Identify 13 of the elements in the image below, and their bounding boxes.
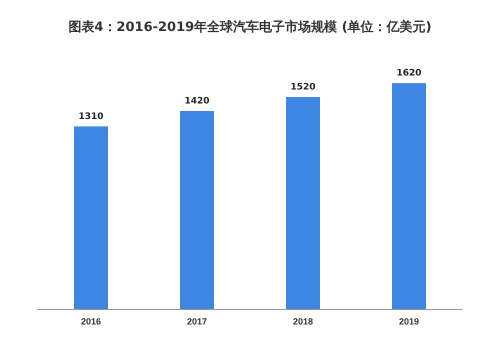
data-label: 1620 [396,68,422,79]
bar [180,110,214,309]
data-label: 1310 [78,112,104,122]
data-label: 1520 [290,82,316,93]
x-tick-label: 2017 [186,316,208,326]
bar [286,97,320,309]
x-tick-label: 2019 [398,316,420,326]
bar [392,83,426,309]
x-tick-label: 2016 [80,316,102,326]
bar [74,126,108,309]
data-label: 1420 [184,96,210,106]
x-tick-label: 2018 [292,316,314,326]
chart-title: 图表4：2016-2019年全球汽车电子市场规模 (单位：亿美元) [68,19,432,35]
